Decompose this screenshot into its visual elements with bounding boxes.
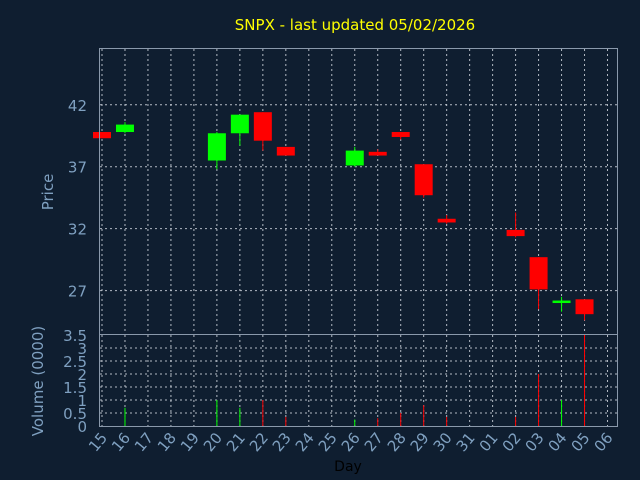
candle-body [552,300,571,304]
volume-y-tick-label: 2.5 [63,353,87,371]
x-tick-label: 01 [476,429,502,455]
candle-body [506,229,525,237]
candle [276,146,295,156]
x-tick-label: 05 [568,429,594,455]
price-y-ticks: 27 32 37 42 [68,97,87,301]
x-tick-label: 30 [430,429,456,455]
candle-body [529,257,548,290]
x-tick-label: 24 [292,429,318,455]
price-y-tick-label: 32 [68,221,87,239]
candle [115,122,134,134]
x-tick-label: 15 [85,429,111,455]
candle-body [345,150,364,166]
x-tick-label: 29 [407,429,433,455]
x-tick-label: 02 [499,429,525,455]
candle [414,164,433,198]
candle [552,296,571,312]
candle [253,112,272,151]
x-tick-label: 25 [315,429,341,455]
candle [506,212,525,238]
x-tick-label: 28 [384,429,410,455]
candle-body [93,132,111,139]
candle-body [414,164,433,196]
price-candles [93,112,594,321]
x-tick-label: 18 [154,429,180,455]
volume-y-tick-label: 3.5 [63,327,87,345]
x-tick-label: 19 [177,429,203,455]
candle-body [207,133,226,161]
price-y-tick-label: 37 [68,159,87,177]
candle [93,132,111,139]
candle [207,132,226,170]
candle [437,215,456,224]
volume-grid [100,335,617,426]
candle [368,149,387,156]
x-tick-label: 17 [131,429,157,455]
candle [529,257,548,310]
volume-y-tick-label: 3 [77,340,87,358]
volume-y-tick-label: 0.5 [63,405,87,423]
volume-y-tick-label: 0 [77,418,87,436]
x-tick-label: 22 [246,429,272,455]
volume-panel: 00.511.522.533.5 Volume (0000) [29,326,618,436]
volume-y-tick-label: 1 [77,392,87,410]
x-tick-label: 04 [545,429,571,455]
x-tick-label: 20 [200,429,226,455]
candle-body [230,114,249,134]
price-grid [100,49,617,334]
candle [575,299,594,321]
candle-body [391,132,410,137]
volume-frame [99,334,618,427]
candle-body [437,218,456,223]
candle [230,114,249,146]
candle-body [276,146,295,156]
chart-title: SNPX - last updated 05/02/2026 [235,16,475,34]
volume-y-tick-label: 2 [77,366,87,384]
candle-body [368,151,387,156]
x-tick-label: 23 [269,429,295,455]
candle [345,146,364,167]
volume-y-ticks: 00.511.522.533.5 [63,327,87,436]
candle-body [253,112,272,141]
x-tick-label: 31 [453,429,479,455]
price-panel: 27 32 37 42 Price [39,48,618,335]
candle [391,132,410,140]
price-y-label: Price [39,174,57,211]
x-tick-label: 03 [522,429,548,455]
x-tick-label: 06 [591,429,617,455]
x-tick-label: 27 [361,429,387,455]
candle-body [575,299,594,315]
volume-bars [124,335,586,426]
price-y-tick-label: 27 [68,283,87,301]
candle-body [115,124,134,133]
price-frame [99,48,618,335]
price-y-tick-label: 42 [68,97,87,115]
volume-y-tick-label: 1.5 [63,379,87,397]
x-axis-ticks: 1516171819202122232425262728293031010203… [85,429,617,455]
x-tick-label: 26 [338,429,364,455]
volume-y-label: Volume (0000) [29,326,47,436]
x-tick-label: 21 [223,429,249,455]
x-axis-label: Day [334,459,362,475]
x-tick-label: 16 [108,429,134,455]
